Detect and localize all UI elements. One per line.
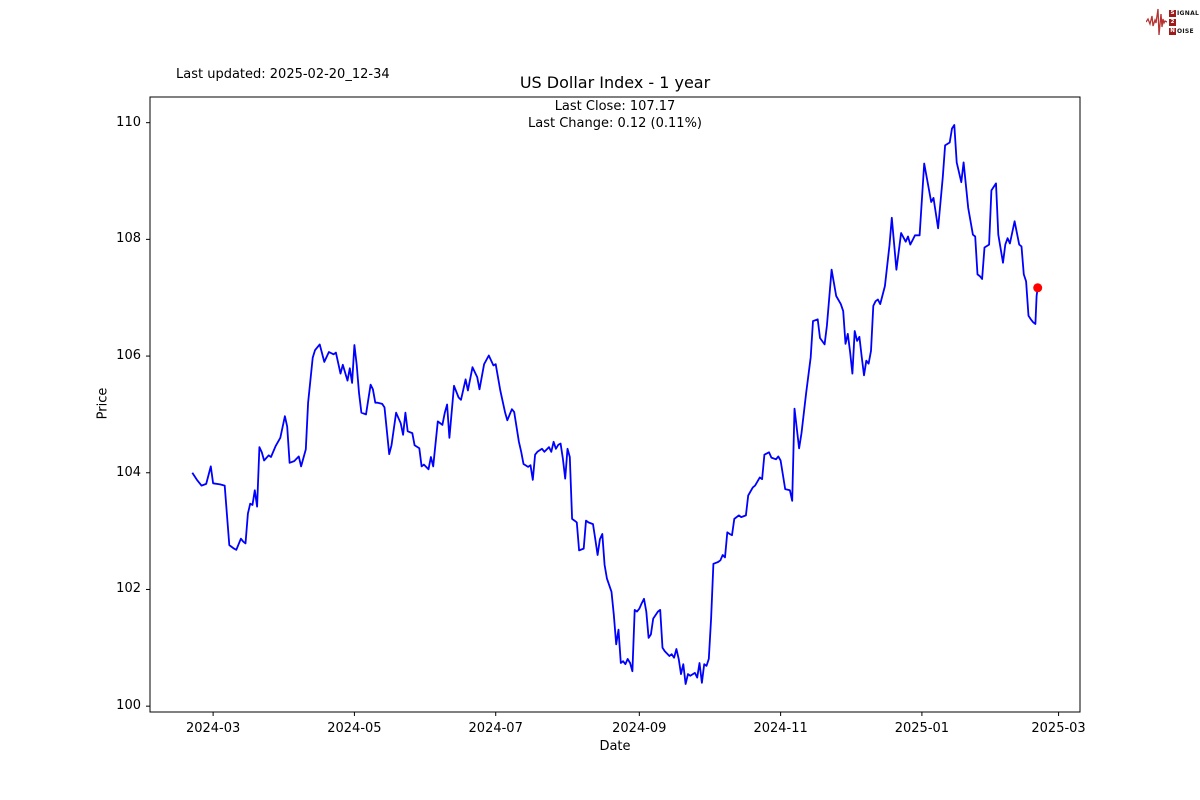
axis-tick-marks xyxy=(146,122,1060,716)
logo-letterbox-s: S xyxy=(1169,9,1176,17)
subtitle-last-change: Last Change: 0.12 (0.11%) xyxy=(527,116,702,131)
y-tick-label: 106 xyxy=(116,348,141,364)
x-tick-label: 2024-03 xyxy=(185,721,241,736)
y-tick-label: 110 xyxy=(116,114,141,130)
y-tick-label: 102 xyxy=(116,581,141,597)
waveform-icon xyxy=(1146,8,1167,36)
last-updated-text: Last updated: 2025-02-20_12-34 xyxy=(176,67,390,82)
x-axis-label: Date xyxy=(599,739,631,754)
x-tick-label: 2024-05 xyxy=(327,721,382,736)
x-tick-label: 2024-09 xyxy=(612,721,667,736)
y-tick-label: 108 xyxy=(116,231,141,247)
x-tick-label: 2025-01 xyxy=(894,721,950,736)
plot-area xyxy=(149,96,1081,713)
logo-letterbox-n: N xyxy=(1169,27,1176,35)
logo-text: S IGNAL 2 N OISE xyxy=(1169,9,1200,35)
logo-letterbox-2: 2 xyxy=(1169,18,1176,26)
y-tick-label: 104 xyxy=(116,464,141,480)
x-tick-label: 2025-03 xyxy=(1031,721,1086,736)
y-axis-label: Price xyxy=(95,387,111,420)
last-close-marker xyxy=(1033,283,1043,293)
x-tick-label: 2024-07 xyxy=(468,721,523,736)
chart-title: US Dollar Index - 1 year xyxy=(519,73,711,92)
y-tick-label: 100 xyxy=(116,698,141,714)
logo-row-noise: N OISE xyxy=(1169,27,1194,35)
brand-logo: S IGNAL 2 N OISE xyxy=(1146,6,1199,38)
subtitle-last-close: Last Close: 107.17 xyxy=(554,99,676,114)
x-tick-label: 2024-11 xyxy=(753,721,808,736)
logo-row-signal: S IGNAL xyxy=(1169,9,1200,17)
price-line xyxy=(191,124,1039,685)
logo-row-2: 2 xyxy=(1169,18,1199,26)
